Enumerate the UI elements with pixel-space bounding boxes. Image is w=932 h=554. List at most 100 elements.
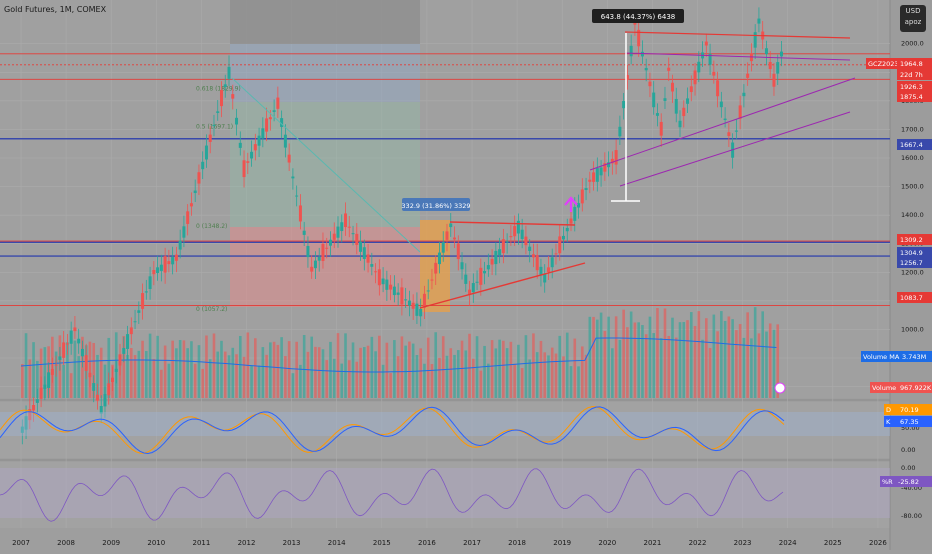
volume-bar bbox=[633, 322, 637, 398]
candle-body bbox=[39, 387, 43, 399]
candle-body bbox=[625, 75, 629, 80]
price-tag-bg bbox=[897, 58, 932, 69]
candle-body bbox=[291, 176, 295, 179]
volume-bar bbox=[21, 364, 24, 398]
candle-body bbox=[366, 254, 370, 263]
volume-bar bbox=[648, 316, 652, 398]
stoch-tick-label: 0.00 bbox=[901, 446, 915, 454]
candle-body bbox=[77, 338, 81, 344]
wr-value: -25.82 bbox=[898, 478, 919, 486]
candle-body bbox=[622, 101, 626, 109]
year-label: 2009 bbox=[102, 539, 120, 547]
candle-body bbox=[468, 289, 472, 295]
candle-body bbox=[637, 29, 641, 47]
candle-body bbox=[644, 67, 648, 71]
candle-body bbox=[253, 144, 257, 151]
candle-body bbox=[509, 236, 513, 238]
volume-bar bbox=[347, 360, 351, 398]
symbol-title[interactable]: Gold Futures, 1M, COMEX bbox=[4, 5, 107, 14]
candle-body bbox=[377, 269, 381, 286]
volume-bar bbox=[663, 308, 667, 398]
candle-body bbox=[257, 135, 261, 146]
symbol-tag-bg bbox=[866, 58, 897, 69]
support-trendline bbox=[419, 262, 586, 309]
volume-bar bbox=[73, 340, 77, 398]
volume-bar bbox=[186, 348, 189, 398]
volume-bar bbox=[374, 351, 377, 398]
volume-bar bbox=[735, 330, 738, 398]
volume-bar bbox=[453, 354, 456, 398]
volume-ma-line bbox=[20, 337, 777, 373]
candle-body bbox=[122, 347, 126, 354]
volume-bar bbox=[626, 327, 629, 398]
currency-button[interactable]: USD apoz bbox=[900, 5, 926, 32]
fib-zone-red bbox=[230, 227, 420, 307]
volume-bar bbox=[43, 347, 47, 398]
candle-body bbox=[171, 257, 175, 265]
candle-body bbox=[197, 172, 201, 184]
volume-bar bbox=[160, 369, 163, 398]
volume-bar bbox=[761, 311, 764, 398]
volume-bar bbox=[772, 329, 776, 398]
volume-bar bbox=[419, 348, 422, 398]
volume-bar bbox=[505, 348, 509, 398]
candle-body bbox=[562, 235, 565, 240]
candle-body bbox=[618, 126, 622, 137]
candle-body bbox=[43, 384, 47, 389]
volume-tag-bg bbox=[870, 382, 932, 393]
volume-bar bbox=[490, 340, 494, 398]
candle-body bbox=[84, 355, 88, 371]
volume-bar bbox=[445, 355, 449, 398]
volume-bar bbox=[36, 360, 39, 398]
candle-body bbox=[306, 245, 310, 258]
volume-bar bbox=[565, 332, 569, 398]
price-tag-value: 1083.7 bbox=[900, 294, 923, 302]
volume-bar bbox=[238, 335, 242, 398]
volume-bar bbox=[77, 356, 80, 398]
measure-mid-label: 332.9 (31.86%) 3329 bbox=[401, 202, 470, 210]
volume-bar bbox=[550, 347, 554, 398]
candle-body bbox=[208, 134, 212, 142]
volume-bar bbox=[126, 355, 129, 398]
volume-bar bbox=[686, 320, 689, 398]
candle-body bbox=[73, 327, 77, 332]
wr-tick-label: -80.00 bbox=[901, 512, 922, 520]
candle-body bbox=[298, 205, 302, 222]
candle-body bbox=[779, 51, 783, 57]
candle-body bbox=[603, 163, 607, 172]
candle-body bbox=[460, 262, 464, 270]
candle-body bbox=[156, 267, 160, 274]
volume-bar bbox=[69, 373, 73, 398]
candle-body bbox=[663, 98, 667, 101]
volume-bar bbox=[265, 354, 268, 398]
volume-bar bbox=[535, 352, 539, 398]
fib-zone-blue bbox=[230, 44, 420, 102]
candle-body bbox=[389, 284, 393, 290]
volume-bar bbox=[742, 337, 746, 398]
price-tag-value: 22d 7h bbox=[900, 71, 923, 79]
price-tag-bg bbox=[897, 139, 932, 150]
volume-bar bbox=[641, 325, 644, 398]
candle-body bbox=[62, 342, 66, 358]
flash-icon bbox=[774, 382, 786, 394]
candle-body bbox=[422, 293, 426, 308]
candle-body bbox=[659, 121, 663, 136]
volume-bar bbox=[637, 322, 640, 398]
candle-body bbox=[573, 206, 577, 221]
volume-bar bbox=[494, 348, 498, 398]
volume-bar bbox=[483, 345, 486, 398]
year-label: 2019 bbox=[553, 539, 571, 547]
volume-bar bbox=[261, 347, 265, 398]
candle-body bbox=[727, 132, 731, 137]
year-label: 2026 bbox=[869, 539, 887, 547]
candle-body bbox=[693, 70, 697, 85]
candle-body bbox=[577, 203, 581, 208]
volume-bar bbox=[385, 342, 389, 398]
candle-body bbox=[193, 190, 197, 194]
candle-body bbox=[283, 134, 287, 148]
candle-body bbox=[757, 18, 761, 24]
candle-body bbox=[678, 120, 682, 128]
volume-bar bbox=[190, 341, 193, 398]
